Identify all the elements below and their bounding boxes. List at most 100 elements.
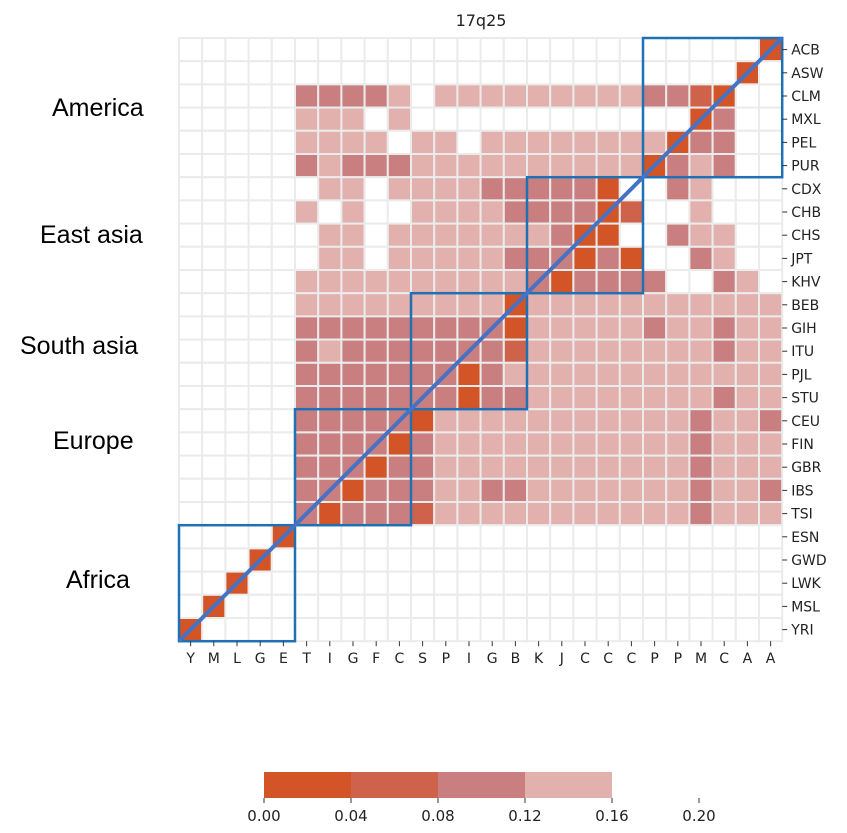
- heatmap-cell: [433, 106, 459, 132]
- heatmap-cell: [665, 83, 691, 109]
- row-label: PUR: [791, 159, 820, 175]
- heatmap-cell: [433, 60, 459, 86]
- heatmap-cell: [433, 199, 459, 225]
- heatmap-cell: [642, 129, 668, 156]
- heatmap-cell: [456, 199, 482, 225]
- col-label: C: [603, 651, 613, 667]
- heatmap-cell: [178, 385, 204, 411]
- heatmap-cell: [642, 83, 668, 109]
- heatmap-cell: [526, 617, 552, 643]
- heatmap-cell: [665, 385, 691, 411]
- heatmap-cell: [340, 83, 366, 109]
- heatmap-cell: [340, 524, 366, 550]
- col-label: I: [328, 651, 332, 667]
- heatmap-cell: [618, 408, 644, 434]
- heatmap-cell: [595, 292, 621, 318]
- heatmap-cell: [758, 477, 784, 503]
- col-label: C: [395, 651, 405, 667]
- heatmap-cell: [247, 83, 273, 109]
- col-label: B: [511, 651, 521, 667]
- heatmap-cell: [201, 477, 227, 503]
- heatmap-cell: [642, 222, 668, 248]
- heatmap-cell: [201, 361, 227, 387]
- heatmap-cell: [618, 129, 644, 156]
- heatmap-cell: [688, 129, 714, 156]
- heatmap-cell: [340, 37, 366, 63]
- heatmap-cell: [317, 501, 343, 527]
- heatmap-cell: [665, 477, 691, 503]
- heatmap-cell: [758, 245, 784, 272]
- heatmap-cell: [711, 269, 737, 295]
- heatmap-cell: [433, 153, 459, 179]
- heatmap-cell: [502, 83, 528, 109]
- heatmap-cell: [224, 361, 250, 387]
- heatmap-cell: [618, 501, 644, 527]
- heatmap-cell: [479, 617, 505, 643]
- heatmap-cell: [758, 83, 784, 109]
- heatmap-cell: [526, 106, 552, 132]
- colorbar-bin: [264, 772, 351, 798]
- heatmap-cell: [410, 315, 436, 341]
- heatmap-cell: [201, 431, 227, 457]
- heatmap-cell: [270, 338, 296, 364]
- diagonal-line-mark: [177, 36, 784, 643]
- heatmap-cell: [479, 37, 505, 63]
- heatmap-cell: [224, 60, 250, 86]
- heatmap-cell: [526, 129, 552, 156]
- heatmap-cell: [270, 501, 296, 527]
- heatmap-cell: [549, 37, 575, 63]
- heatmap-cell: [734, 477, 760, 503]
- heatmap-cell: [618, 547, 644, 573]
- heatmap-cell: [386, 37, 412, 63]
- heatmap-cell: [363, 153, 389, 179]
- heatmap-cell: [317, 292, 343, 318]
- heatmap-cell: [642, 106, 668, 132]
- heatmap-cell: [665, 106, 691, 132]
- heatmap-cell: [572, 106, 598, 132]
- heatmap-cell: [410, 454, 436, 480]
- heatmap-cell: [201, 338, 227, 364]
- heatmap-cell: [363, 129, 389, 156]
- row-label: CEU: [791, 414, 820, 430]
- heatmap-cell: [502, 222, 528, 248]
- heatmap-cell: [758, 431, 784, 457]
- heatmap-cell: [456, 269, 482, 295]
- heatmap-cell: [502, 153, 528, 179]
- heatmap-cell: [410, 501, 436, 527]
- heatmap-cell: [178, 245, 204, 272]
- heatmap-cell: [549, 199, 575, 225]
- heatmap-cell: [758, 153, 784, 179]
- col-label: A: [743, 651, 753, 667]
- heatmap-cell: [618, 106, 644, 132]
- heatmap-cell: [711, 570, 737, 596]
- heatmap-cell: [386, 524, 412, 550]
- heatmap-cell: [758, 338, 784, 364]
- heatmap-cell: [642, 199, 668, 225]
- heatmap-cell: [618, 454, 644, 480]
- row-label: ITU: [791, 344, 814, 360]
- heatmap-cell: [270, 245, 296, 272]
- row-label: ESN: [791, 530, 819, 546]
- row-label: PEL: [791, 135, 816, 151]
- heatmap-cell: [247, 315, 273, 341]
- heatmap-cell: [595, 222, 621, 248]
- heatmap-cell: [549, 129, 575, 156]
- heatmap-cell: [178, 269, 204, 295]
- heatmap-cell: [642, 37, 668, 63]
- heatmap-cell: [317, 408, 343, 434]
- heatmap-cell: [247, 269, 273, 295]
- heatmap-cell: [711, 199, 737, 225]
- heatmap-cell: [410, 431, 436, 457]
- heatmap-cell: [688, 83, 714, 109]
- heatmap-cell: [270, 385, 296, 411]
- col-label: K: [534, 651, 544, 667]
- group-box: [525, 175, 645, 295]
- heatmap-cell: [618, 524, 644, 550]
- heatmap-cell: [595, 176, 621, 202]
- heatmap-cell: [224, 199, 250, 225]
- heatmap-cell: [294, 245, 320, 272]
- heatmap-cell: [410, 83, 436, 109]
- heatmap-cell: [386, 245, 412, 272]
- heatmap-cell: [224, 153, 250, 179]
- group-box: [409, 291, 529, 411]
